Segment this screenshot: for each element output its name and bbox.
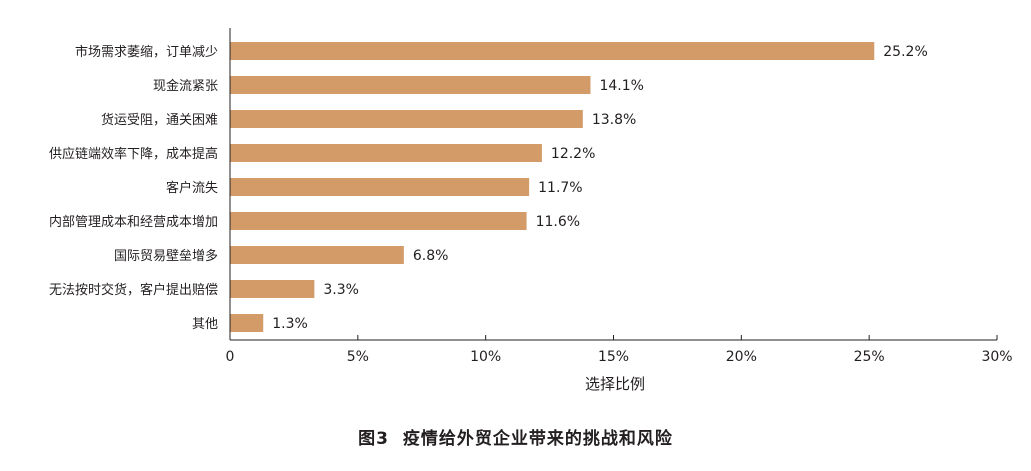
- x-tick-label: 20%: [726, 349, 757, 365]
- bar: [230, 212, 527, 230]
- x-tick-label: 25%: [854, 349, 885, 365]
- value-label: 11.6%: [536, 214, 580, 230]
- bar: [230, 144, 542, 162]
- category-label: 无法按时交货，客户提出赔偿: [49, 282, 218, 298]
- value-label: 14.1%: [599, 78, 643, 94]
- bar: [230, 246, 404, 264]
- bar-chart: 市场需求萎缩，订单减少现金流紧张货运受阻，通关困难供应链端效率下降，成本提高客户…: [49, 28, 1013, 393]
- value-label: 3.3%: [323, 282, 359, 298]
- x-tick-label: 15%: [598, 349, 629, 365]
- category-label: 货运受阻，通关困难: [101, 112, 218, 128]
- x-tick-label: 30%: [981, 349, 1012, 365]
- value-labels: 25.2% 14.1% 13.8% 12.2% 11.7% 11.6% 6.8% 3.3% 1.…: [272, 44, 928, 332]
- value-label: 12.2%: [551, 146, 595, 162]
- bar: [230, 76, 591, 94]
- bar: [230, 110, 583, 128]
- figure-title: 疫情给外贸企业带来的挑战和风险: [402, 429, 673, 449]
- x-tick-label: 0: [226, 349, 235, 365]
- category-label: 现金流紧张: [153, 78, 218, 94]
- x-axis-title: 选择比例: [585, 375, 645, 393]
- value-label: 11.7%: [538, 180, 582, 196]
- category-labels: 市场需求萎缩，订单减少现金流紧张货运受阻，通关困难供应链端效率下降，成本提高客户…: [49, 44, 218, 332]
- category-label: 其他: [192, 317, 218, 332]
- figure-caption: 图3 疫情给外贸企业带来的挑战和风险: [0, 424, 1031, 449]
- category-label: 市场需求萎缩，订单减少: [75, 44, 218, 60]
- bar: [230, 42, 875, 60]
- category-label: 客户流失: [166, 180, 218, 196]
- category-label: 国际贸易壁垒增多: [114, 248, 218, 264]
- value-label: 13.8%: [592, 112, 636, 128]
- value-label: 6.8%: [413, 248, 449, 264]
- bar: [230, 314, 264, 332]
- category-label: 供应链端效率下降，成本提高: [49, 146, 218, 162]
- figure-number: 图3: [358, 429, 389, 449]
- x-tick-label: 5%: [347, 349, 369, 365]
- value-label: 1.3%: [272, 316, 308, 332]
- category-label: 内部管理成本和经营成本增加: [49, 214, 218, 230]
- x-axis-ticks: 0 5% 10% 15% 20% 25% 30%: [226, 335, 1013, 365]
- value-label: 25.2%: [883, 44, 927, 60]
- x-tick-label: 10%: [470, 349, 501, 365]
- bar: [230, 280, 315, 298]
- bars-group: [230, 42, 875, 332]
- bar: [230, 178, 530, 196]
